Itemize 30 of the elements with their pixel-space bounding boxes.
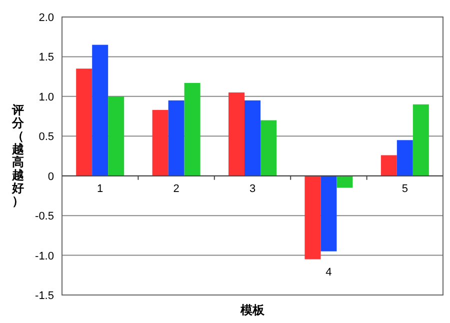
bar bbox=[168, 100, 184, 176]
bar bbox=[412, 104, 429, 176]
bar bbox=[336, 176, 353, 188]
x-tick-label: 3 bbox=[249, 182, 256, 195]
y-tick-label: 0 bbox=[48, 170, 54, 183]
x-tick-label: 5 bbox=[402, 182, 408, 195]
bar bbox=[260, 120, 276, 176]
y-tick-label: 1.0 bbox=[38, 91, 54, 104]
x-tick-label: 2 bbox=[173, 182, 180, 195]
bar bbox=[92, 44, 108, 176]
bar bbox=[76, 68, 92, 176]
y-tick-label: 1.5 bbox=[38, 52, 54, 64]
bar bbox=[396, 140, 413, 176]
y-axis-title: 评分（越高越好） bbox=[11, 103, 25, 208]
y-tick-label: 0.5 bbox=[38, 131, 54, 144]
y-tick-label: -1.5 bbox=[35, 290, 54, 302]
x-axis-title: 模板 bbox=[240, 303, 266, 317]
x-tick-label: 1 bbox=[97, 182, 104, 195]
bar bbox=[304, 176, 321, 260]
bar bbox=[228, 92, 244, 176]
bar bbox=[184, 82, 200, 176]
bar bbox=[108, 96, 124, 176]
y-tick-label: -0.5 bbox=[35, 210, 54, 223]
bar bbox=[320, 176, 337, 252]
bar bbox=[380, 155, 397, 176]
y-tick-label: 2.0 bbox=[38, 12, 54, 24]
bar bbox=[152, 110, 168, 176]
x-tick-label: 4 bbox=[326, 266, 332, 278]
bar bbox=[244, 100, 260, 176]
y-tick-label: -1.0 bbox=[35, 250, 54, 262]
